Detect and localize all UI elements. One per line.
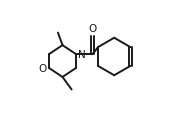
Text: O: O bbox=[89, 24, 97, 34]
Text: N: N bbox=[78, 49, 85, 59]
Text: O: O bbox=[38, 63, 47, 73]
